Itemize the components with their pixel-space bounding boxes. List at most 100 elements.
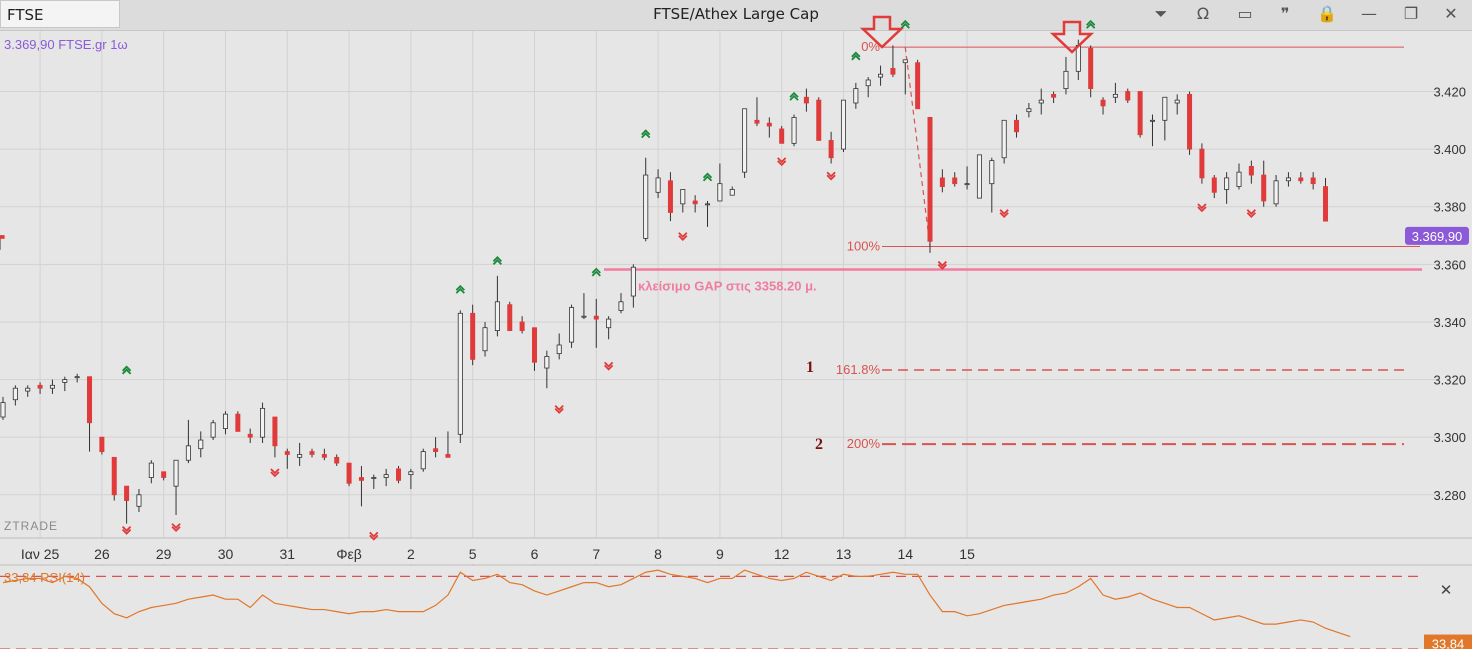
- chevron-down-icon[interactable]: ⏷: [1154, 4, 1168, 23]
- swing-low-arrow: [604, 361, 614, 371]
- y-tick-label: 3.360: [1433, 257, 1466, 272]
- candle-body: [667, 180, 673, 213]
- candle-body: [148, 462, 154, 478]
- swing-low-arrow: [826, 171, 836, 181]
- x-tick-label: 12: [774, 546, 790, 562]
- candle-body: [396, 468, 402, 481]
- candle-body: [0, 402, 6, 418]
- candle-body: [445, 454, 451, 458]
- x-tick-label: 30: [218, 546, 234, 562]
- fib-label: 0%: [861, 39, 880, 54]
- rsi-label: 33,84 RSI(14): [4, 570, 85, 585]
- candle-body: [840, 99, 846, 150]
- fib-label: 100%: [847, 238, 881, 253]
- y-tick-label: 3.420: [1433, 84, 1466, 99]
- candle-body: [915, 62, 921, 110]
- candle-body: [210, 422, 216, 438]
- x-tick-label: 14: [897, 546, 913, 562]
- candle-body: [161, 471, 167, 478]
- x-tick-label: 15: [959, 546, 975, 562]
- candle-body: [643, 174, 649, 239]
- x-tick-label: 26: [94, 546, 110, 562]
- candle-body: [556, 344, 562, 355]
- candle-body: [1063, 70, 1069, 90]
- candle-body: [1261, 174, 1267, 202]
- swing-high-arrow: [702, 172, 713, 182]
- quote-icon[interactable]: ❞: [1280, 4, 1290, 23]
- x-tick-label: 31: [279, 546, 295, 562]
- candle-body: [630, 266, 636, 297]
- title-bar: FTSE FTSE/Athex Large Cap ⏷ Ω ▭ ❞ 🔒 — ❐ ✕: [0, 0, 1472, 31]
- candle-body: [74, 376, 80, 379]
- target-2-label: 2: [815, 436, 823, 453]
- candle-body: [383, 474, 389, 478]
- candle-body: [828, 140, 834, 159]
- candle-body: [766, 122, 772, 127]
- swing-low-arrow: [554, 404, 564, 414]
- swing-low-arrow: [369, 531, 379, 541]
- candle-body: [742, 108, 748, 173]
- candle-body: [494, 301, 500, 331]
- x-tick-label: 5: [469, 546, 477, 562]
- swing-low-arrow: [270, 468, 280, 478]
- candle-body: [1323, 186, 1329, 222]
- candle-body: [1075, 45, 1081, 72]
- y-tick-label: 3.320: [1433, 373, 1466, 388]
- candle-body: [939, 177, 945, 187]
- candle-body: [890, 68, 896, 75]
- x-tick-label: 2: [407, 546, 415, 562]
- candle-body: [717, 183, 723, 202]
- candle-body: [358, 477, 364, 481]
- candle-body: [1014, 119, 1020, 133]
- symbol-input[interactable]: FTSE: [0, 0, 120, 28]
- lock-icon[interactable]: 🔒: [1317, 4, 1337, 23]
- candle-body: [272, 416, 278, 447]
- x-tick-label: 7: [592, 546, 600, 562]
- swing-high-arrow: [455, 284, 465, 294]
- candle-body: [816, 99, 822, 141]
- candle-body: [1298, 177, 1304, 182]
- swing-low-arrow: [777, 157, 787, 167]
- candle-body: [260, 407, 266, 438]
- candle-body: [1088, 47, 1094, 90]
- swing-low-arrow: [121, 525, 132, 535]
- last-price-value: 3.369,90: [1412, 229, 1463, 244]
- swing-low-arrow: [171, 523, 181, 532]
- candle-body: [198, 439, 204, 450]
- last-price-tag: [1405, 226, 1469, 245]
- candle-body: [606, 318, 612, 329]
- candle-body: [705, 203, 711, 206]
- candle-body: [482, 327, 488, 352]
- candle-body: [878, 73, 884, 78]
- omega-icon[interactable]: Ω: [1196, 4, 1210, 23]
- candle-body: [321, 454, 327, 458]
- restore-icon[interactable]: ❐: [1403, 4, 1419, 23]
- x-tick-label: 29: [156, 546, 172, 562]
- close-icon[interactable]: ✕: [1444, 4, 1458, 23]
- swing-high-arrow: [1086, 19, 1096, 29]
- candle-body: [593, 315, 599, 320]
- candle-body: [779, 128, 785, 144]
- candle-body: [1224, 177, 1230, 190]
- candle-body: [173, 459, 179, 487]
- candle-body: [803, 96, 809, 104]
- marker-arrow-icon: [859, 15, 905, 49]
- candle-body: [976, 154, 982, 199]
- fib-label: 161.8%: [836, 362, 881, 377]
- target-1-label: 1: [806, 359, 814, 376]
- window-icon[interactable]: ▭: [1237, 4, 1253, 23]
- candle-body: [37, 384, 43, 389]
- rsi-close-icon[interactable]: ✕: [1440, 581, 1453, 599]
- candle-body: [457, 312, 463, 435]
- candle-body: [1125, 91, 1131, 101]
- swing-low-arrow: [678, 232, 688, 242]
- candle-body: [25, 387, 31, 392]
- candle-body: [1100, 99, 1106, 107]
- candle-body: [1026, 108, 1032, 113]
- candle-body: [618, 301, 624, 311]
- minimize-icon[interactable]: —: [1361, 4, 1377, 23]
- candle-body: [12, 387, 18, 401]
- candle-body: [346, 462, 352, 484]
- candle-body: [111, 456, 117, 496]
